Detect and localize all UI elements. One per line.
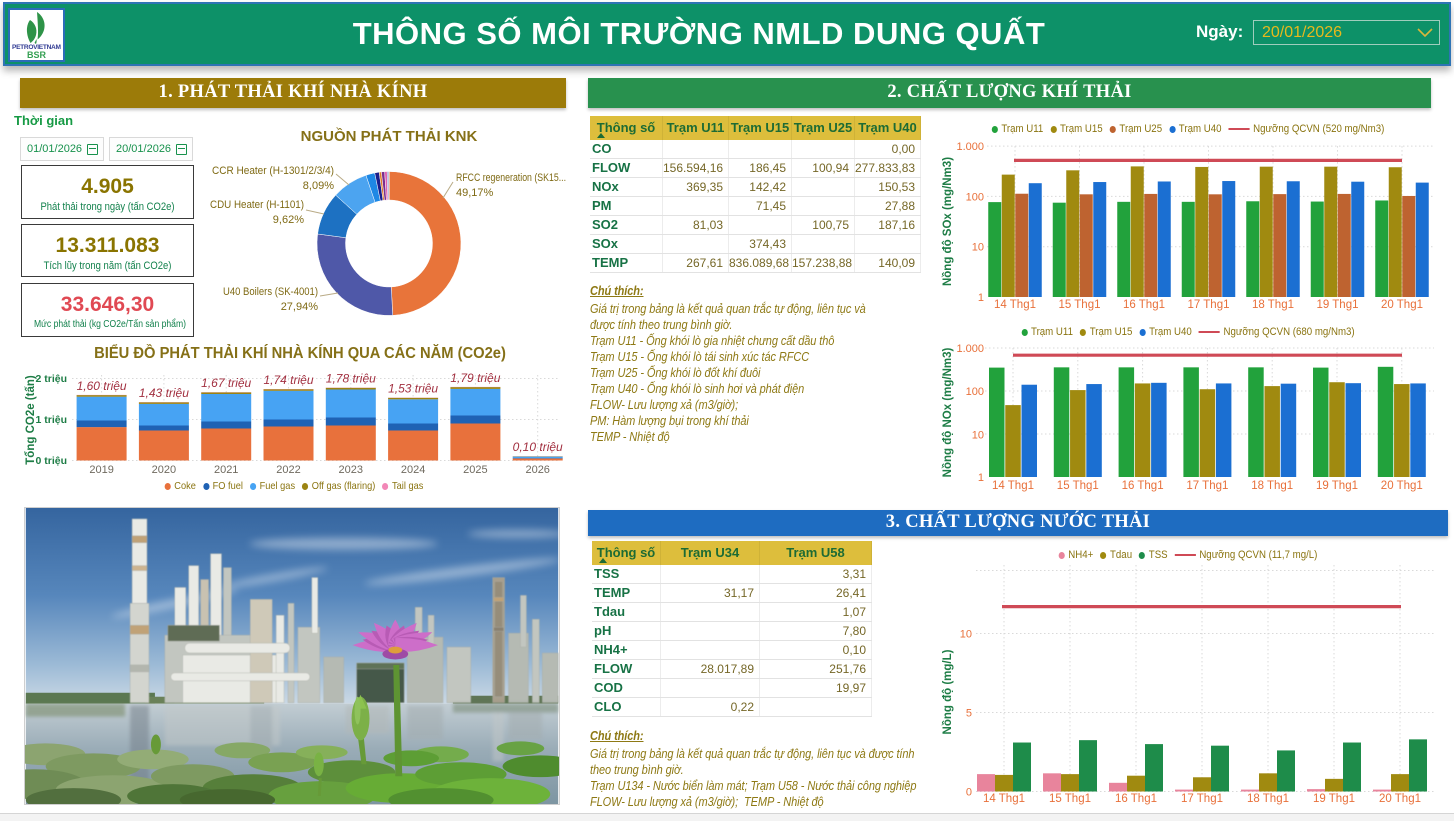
svg-text:15 Thg1: 15 Thg1	[1059, 299, 1101, 311]
svg-text:CDU Heater (H-1101): CDU Heater (H-1101)	[210, 199, 304, 211]
svg-text:100: 100	[966, 191, 984, 203]
svg-text:10: 10	[972, 242, 984, 254]
svg-text:1.000: 1.000	[956, 343, 984, 355]
svg-text:0: 0	[966, 787, 972, 799]
svg-text:U40 Boilers (SK-4001): U40 Boilers (SK-4001)	[223, 286, 318, 298]
svg-text:20 Thg1: 20 Thg1	[1381, 480, 1423, 492]
svg-text:19 Thg1: 19 Thg1	[1313, 793, 1355, 805]
svg-text:16 Thg1: 16 Thg1	[1123, 299, 1165, 311]
svg-text:10: 10	[972, 429, 984, 441]
svg-text:BSR: BSR	[27, 50, 47, 60]
svg-text:2024: 2024	[401, 464, 425, 476]
svg-text:15 Thg1: 15 Thg1	[1049, 793, 1091, 805]
svg-text:1,67 triệu: 1,67 triệu	[201, 376, 251, 390]
svg-text:0,10 triệu: 0,10 triệu	[513, 440, 563, 454]
svg-text:17 Thg1: 17 Thg1	[1181, 793, 1223, 805]
svg-text:49,17%: 49,17%	[456, 187, 494, 199]
svg-text:2 triệu: 2 triệu	[35, 373, 67, 385]
svg-text:14 Thg1: 14 Thg1	[994, 299, 1036, 311]
svg-text:1,43 triệu: 1,43 triệu	[139, 386, 189, 400]
svg-text:17 Thg1: 17 Thg1	[1188, 299, 1230, 311]
svg-text:Nồng độ SOx (mg/Nm3): Nồng độ SOx (mg/Nm3)	[942, 157, 954, 286]
svg-text:Tổng CO2e (tấn): Tổng CO2e (tấn)	[25, 375, 37, 465]
svg-text:Nồng độ NOx (mg/Nm3): Nồng độ NOx (mg/Nm3)	[942, 347, 954, 477]
svg-text:0 triệu: 0 triệu	[35, 455, 67, 467]
svg-text:1: 1	[978, 292, 984, 304]
svg-text:1.000: 1.000	[956, 141, 984, 153]
svg-text:18 Thg1: 18 Thg1	[1251, 480, 1293, 492]
svg-text:19 Thg1: 19 Thg1	[1316, 480, 1358, 492]
svg-text:1: 1	[978, 472, 984, 484]
svg-text:15 Thg1: 15 Thg1	[1057, 480, 1099, 492]
svg-text:14 Thg1: 14 Thg1	[992, 480, 1034, 492]
svg-text:1,78 triệu: 1,78 triệu	[326, 372, 376, 386]
svg-text:2021: 2021	[214, 464, 238, 476]
svg-text:8,09%: 8,09%	[303, 180, 334, 192]
svg-text:2020: 2020	[152, 464, 176, 476]
svg-text:1 triệu: 1 triệu	[35, 414, 67, 426]
svg-text:9,62%: 9,62%	[273, 214, 304, 226]
svg-text:2019: 2019	[89, 464, 113, 476]
svg-text:19 Thg1: 19 Thg1	[1317, 299, 1359, 311]
svg-text:RFCC regeneration (SK15...: RFCC regeneration (SK15...	[456, 172, 566, 184]
svg-text:1,53 triệu: 1,53 triệu	[388, 382, 438, 396]
svg-text:2022: 2022	[276, 464, 300, 476]
svg-text:18 Thg1: 18 Thg1	[1252, 299, 1294, 311]
svg-text:14 Thg1: 14 Thg1	[983, 793, 1025, 805]
svg-text:18 Thg1: 18 Thg1	[1247, 793, 1289, 805]
svg-text:Nồng độ (mg/L): Nồng độ (mg/L)	[942, 649, 954, 734]
svg-text:1,60 triệu: 1,60 triệu	[77, 379, 127, 393]
svg-text:16 Thg1: 16 Thg1	[1122, 480, 1164, 492]
svg-text:17 Thg1: 17 Thg1	[1186, 480, 1228, 492]
svg-text:20 Thg1: 20 Thg1	[1381, 299, 1423, 311]
svg-text:1,79 triệu: 1,79 triệu	[450, 371, 500, 385]
svg-text:2025: 2025	[463, 464, 487, 476]
svg-text:100: 100	[966, 386, 984, 398]
svg-text:10: 10	[960, 629, 972, 641]
svg-text:CCR Heater (H-1301/2/3/4): CCR Heater (H-1301/2/3/4)	[212, 165, 334, 177]
svg-text:16 Thg1: 16 Thg1	[1115, 793, 1157, 805]
svg-text:20 Thg1: 20 Thg1	[1379, 793, 1421, 805]
svg-text:1,74 triệu: 1,74 triệu	[263, 373, 313, 387]
svg-text:2026: 2026	[525, 464, 549, 476]
svg-text:2023: 2023	[339, 464, 363, 476]
svg-text:PETROVIETNAM: PETROVIETNAM	[12, 44, 62, 51]
svg-text:5: 5	[966, 708, 972, 720]
svg-text:27,94%: 27,94%	[281, 301, 319, 313]
